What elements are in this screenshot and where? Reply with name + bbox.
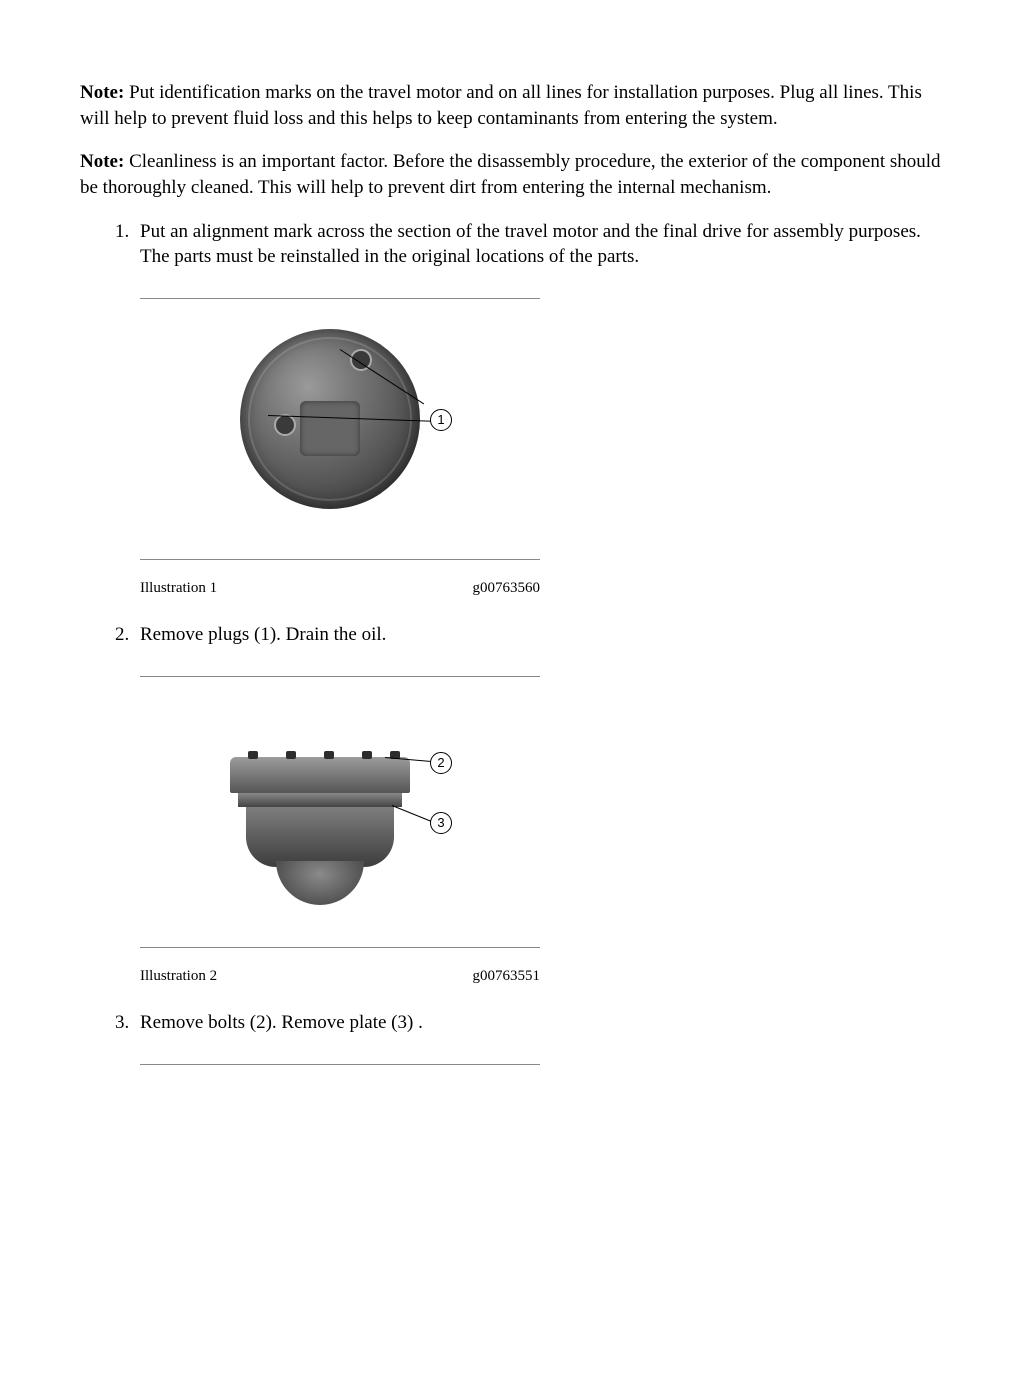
figure-1: 1 Illustration 1 g00763560: [140, 298, 540, 598]
figure-1-image: 1: [140, 299, 540, 559]
procedure-list: Put an alignment mark across the section…: [80, 219, 944, 270]
figure-2-caption-left: Illustration 2: [140, 966, 217, 986]
bolt-head: [286, 751, 296, 759]
note-1: Note: Put identification marks on the tr…: [80, 80, 944, 131]
bolt-head: [324, 751, 334, 759]
figure-1-bottom-rule: [140, 559, 540, 560]
motor-body: [230, 757, 410, 907]
figure-2-caption: Illustration 2 g00763551: [140, 966, 540, 986]
figure-1-caption-left: Illustration 1: [140, 578, 217, 598]
figure-2-image: 2 3: [140, 677, 540, 947]
figure-2-bottom-rule: [140, 947, 540, 948]
note-2-label: Note:: [80, 151, 124, 172]
figure-1-caption: Illustration 1 g00763560: [140, 578, 540, 598]
callout-3: 3: [430, 812, 452, 834]
step-3: Remove bolts (2). Remove plate (3) .: [134, 1010, 944, 1036]
figure-1-caption-right: g00763560: [473, 578, 541, 598]
note-1-label: Note:: [80, 82, 124, 103]
step-2: Remove plugs (1). Drain the oil.: [134, 622, 944, 648]
callout-2: 2: [430, 752, 452, 774]
motor-center-plate: [300, 401, 360, 456]
motor-drum: [246, 807, 394, 867]
figure-3-partial: [140, 1064, 540, 1065]
bolt-head: [362, 751, 372, 759]
travel-motor-side-diagram: 2 3: [210, 697, 470, 927]
procedure-list-cont-3: Remove bolts (2). Remove plate (3) .: [80, 1010, 944, 1036]
note-1-text: Put identification marks on the travel m…: [80, 82, 922, 129]
motor-end-cap: [276, 861, 364, 905]
procedure-list-cont-2: Remove plugs (1). Drain the oil.: [80, 622, 944, 648]
note-2: Note: Cleanliness is an important factor…: [80, 149, 944, 200]
note-2-text: Cleanliness is an important factor. Befo…: [80, 151, 941, 198]
travel-motor-face-diagram: 1: [220, 319, 460, 539]
motor-plate: [238, 793, 402, 807]
figure-2-caption-right: g00763551: [473, 966, 541, 986]
motor-flange: [230, 757, 410, 793]
callout-1: 1: [430, 409, 452, 431]
drain-plug-left: [274, 414, 296, 436]
figure-2: 2 3 Illustration 2 g00763551: [140, 676, 540, 986]
figure-3-top-rule: [140, 1064, 540, 1065]
bolt-head: [248, 751, 258, 759]
step-1: Put an alignment mark across the section…: [134, 219, 944, 270]
